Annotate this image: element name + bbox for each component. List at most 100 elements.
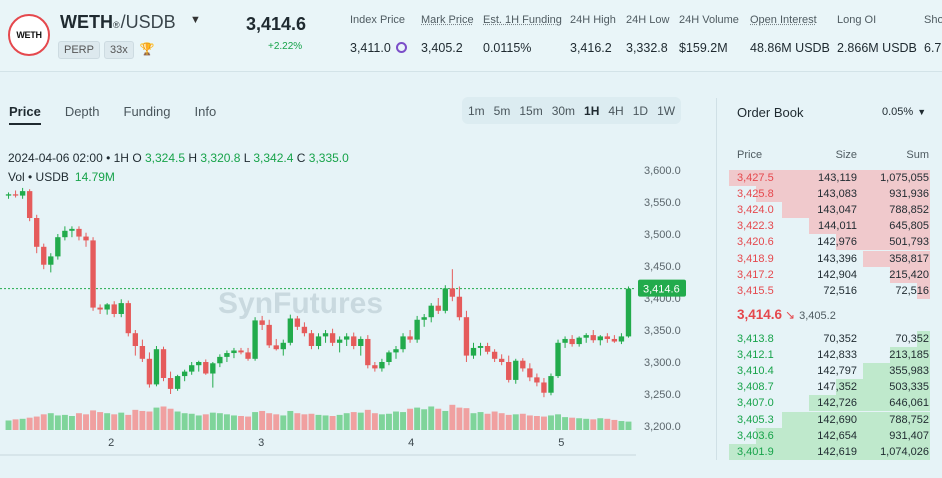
candle-body [90,240,96,308]
row-size: 142,833 [817,349,857,362]
row-sum: 645,805 [889,220,929,233]
pair-selector[interactable]: WETH ®/USDB [60,12,176,33]
stat-24h-volume: 24H Volume $159.2M [679,14,739,55]
interval-4h[interactable]: 4H [608,103,624,118]
tab-info[interactable]: Info [194,104,217,119]
volume-label: Vol • USDB [8,170,69,184]
volume-bar [519,413,526,430]
row-size: 142,654 [817,429,857,442]
volume-bar [364,409,371,430]
volume-bar [266,413,273,430]
volume-bar [343,413,350,430]
ask-row[interactable]: 3,425.8 143,083 931,936 [733,186,938,203]
row-size: 142,726 [817,397,857,410]
bid-row[interactable]: 3,407.0 142,726 646,061 [733,395,938,412]
depth-bar [889,266,930,283]
tab-price[interactable]: Price [9,104,41,125]
volume-bar [548,415,554,430]
interval-5m[interactable]: 5m [493,103,511,118]
interval-30m[interactable]: 30m [551,103,576,118]
candle-body [491,351,498,359]
interval-1h[interactable]: 1H [584,103,600,118]
bid-row[interactable]: 3,413.8 70,352 70,352 [733,331,938,347]
candle-body [308,333,315,346]
tab-depth[interactable]: Depth [64,104,100,119]
volume-bar [540,416,547,430]
trophy-icon[interactable]: 🏆 [139,42,155,56]
row-size: 72,516 [823,284,857,297]
stat-open-interest[interactable]: Open Interest 48.86M USDB [750,14,830,55]
candle-body [407,336,413,340]
header-size: Size [835,149,857,161]
ask-row[interactable]: 3,422.3 144,011 645,805 [733,218,938,235]
candle-body [604,336,611,339]
ask-row[interactable]: 3,415.5 72,516 72,516 [733,282,938,299]
candlestick-chart[interactable]: SynFutures 3,600.0 3,550.0 3,500.0 3,450.0 3,… [0,88,700,478]
weth-logo: WETH [8,14,50,56]
chart-tabs: Price Depth Funding Info [9,104,216,125]
candle-body [351,336,357,346]
candle-body [379,362,385,369]
volume-bar [526,415,533,430]
bid-row[interactable]: 3,410.4 142,797 355,983 [733,363,938,380]
stat-value: 48.86M USDB [750,41,830,55]
bid-row[interactable]: 3,412.1 142,833 213,185 [733,347,938,364]
volume-bar [442,410,449,430]
depth-bar [836,234,930,251]
stat-label: Long OI [837,14,877,26]
row-price: 3,424.0 [737,204,774,217]
candle-body [484,346,491,352]
candle-body [386,352,392,362]
candle-body [625,288,632,337]
stat-label: 24H Low [626,14,670,26]
ask-row[interactable]: 3,420.6 142,976 501,793 [733,234,938,251]
bid-row[interactable]: 3,403.6 142,654 931,407 [733,427,938,444]
interval-1m[interactable]: 1m [468,103,485,118]
candle-body [118,303,124,314]
stat-label: Est. 1H Funding [483,14,562,26]
row-price: 3,401.9 [737,445,774,458]
ask-row[interactable]: 3,427.5 143,119 1,075,055 [729,170,938,186]
volume-bar [597,418,604,430]
volume-bar [90,410,97,430]
ask-row[interactable]: 3,424.0 143,047 788,852 [733,202,938,219]
volume-bar [484,413,491,430]
volume-bar [576,418,583,430]
pair-quote: /USDB [120,12,176,32]
stat-mark-price[interactable]: Mark Price 3,405.2 [421,14,474,55]
bid-row[interactable]: 3,405.3 142,690 788,752 [733,411,938,428]
depth-bar [729,170,930,186]
ask-row[interactable]: 3,417.2 142,904 215,420 [733,266,938,283]
row-sum: 501,793 [889,236,929,249]
candle-body [555,342,561,377]
y-tick-label: 3,200.0 [644,421,681,433]
candle-body [618,336,625,342]
volume-value: 14.79M [74,170,115,184]
interval-1w[interactable]: 1W [657,103,676,118]
price-change: +2.22% [268,41,303,52]
tab-funding[interactable]: Funding [123,104,171,119]
chevron-down-icon[interactable]: ▼ [190,14,201,26]
stat-value: 0.0115% [483,41,532,55]
interval-15m[interactable]: 15m [519,103,543,118]
candle-body [301,326,308,334]
last-price-tag [638,279,686,297]
bid-row[interactable]: 3,401.9 142,619 1,074,026 [729,443,938,460]
stat-index-price: Index Price 3,411.0 [350,14,407,55]
bid-row[interactable]: 3,408.7 147,352 503,335 [733,379,938,396]
market-header: WETH WETH ®/USDB ▼ PERP 33x 🏆 3,414.6 +2.… [0,0,942,72]
interval-1d[interactable]: 1D [632,103,649,118]
candle-body [125,303,131,334]
tick-size-selector[interactable]: 0.05% ▼ [882,106,926,118]
candle-body [146,358,153,385]
pair-registered-mark: ® [113,20,120,30]
candle-body [34,218,40,247]
volume-bar [273,414,280,430]
candle-body [203,362,209,374]
ask-row[interactable]: 3,418.9 143,396 358,817 [733,250,938,267]
stat-funding[interactable]: Est. 1H Funding 0.0115% [483,14,562,55]
volume-bar [160,406,167,430]
candle-body [569,338,575,345]
ohlc-low-label: L [243,151,251,165]
candle-body [76,228,82,237]
